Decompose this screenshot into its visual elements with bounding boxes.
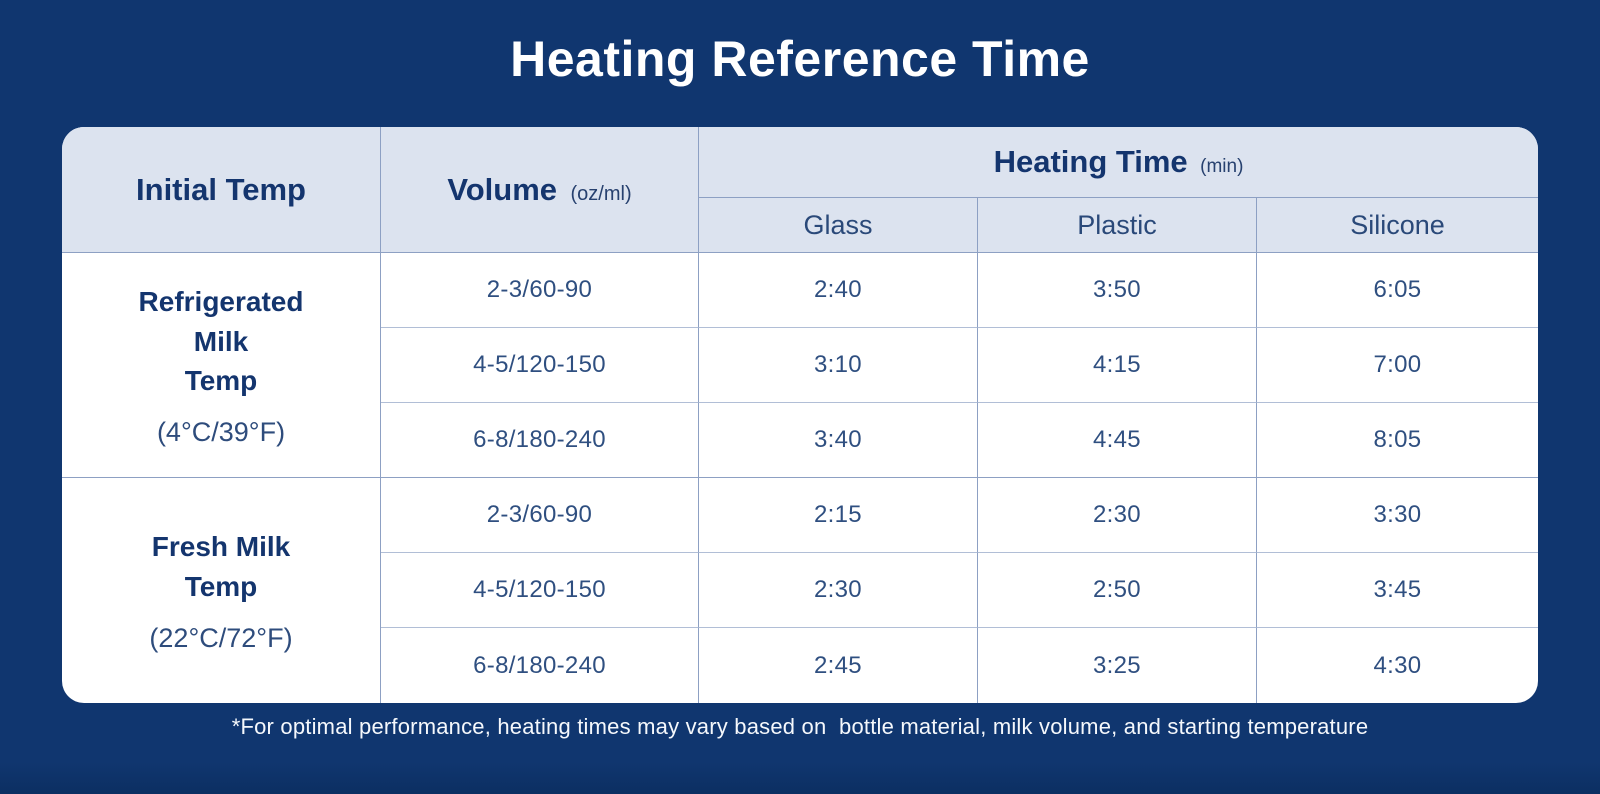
page-title: Heating Reference Time [510, 31, 1090, 87]
header-volume-unit: (oz/ml) [570, 182, 632, 205]
header-heating-time: Heating Time (min) [699, 127, 1538, 198]
cell-time-glass: 2:15 [699, 478, 978, 553]
heating-reference-table: Initial Temp Volume (oz/ml) Heating Time… [62, 127, 1538, 703]
header-volume: Volume (oz/ml) [381, 127, 699, 253]
section-refrigerated-name: Refrigerated Milk Temp [138, 285, 304, 397]
header-plastic: Plastic [978, 198, 1257, 253]
cell-time-plastic: 3:50 [978, 253, 1257, 328]
cell-volume: 2-3/60-90 [381, 253, 699, 328]
cell-time-glass: 2:45 [699, 628, 978, 703]
cell-volume: 2-3/60-90 [381, 478, 699, 553]
cell-time-glass: 2:30 [699, 553, 978, 628]
section-fresh-temp: (22°C/72°F) [149, 622, 293, 653]
cell-time-glass: 3:10 [699, 328, 978, 403]
cell-time-plastic: 3:25 [978, 628, 1257, 703]
cell-time-plastic: 4:15 [978, 328, 1257, 403]
cell-time-plastic: 4:45 [978, 403, 1257, 478]
section-refrigerated-temp: (4°C/39°F) [156, 417, 286, 448]
cell-time-plastic: 2:30 [978, 478, 1257, 553]
cell-volume: 4-5/120-150 [381, 553, 699, 628]
footnote: *For optimal performance, heating times … [231, 714, 1369, 739]
cell-time-silicone: 8:05 [1257, 403, 1538, 478]
cell-time-silicone: 4:30 [1373, 651, 1422, 679]
cell-time-silicone: 3:45 [1257, 553, 1538, 628]
header-heating-time-unit: (min) [1200, 156, 1244, 177]
section-label-refrigerated: Refrigerated Milk Temp (4°C/39°F) [62, 253, 381, 478]
cell-time-silicone: 6:05 [1257, 253, 1538, 328]
header-initial-temp: Initial Temp [62, 127, 381, 253]
section-fresh-name: Fresh Milk Temp [151, 531, 291, 602]
cell-time-glass: 3:40 [699, 403, 978, 478]
cell-volume: 6-8/180-240 [381, 628, 699, 703]
cell-volume: 4-5/120-150 [381, 328, 699, 403]
cell-volume: 6-8/180-240 [381, 403, 699, 478]
header-glass: Glass [699, 198, 978, 253]
cell-time-silicone: 7:00 [1257, 328, 1538, 403]
header-heating-time-label: Heating Time [993, 144, 1188, 179]
header-volume-label: Volume [447, 171, 558, 207]
header-silicone: Silicone [1257, 198, 1538, 253]
section-label-fresh: Fresh Milk Temp (22°C/72°F) [62, 478, 381, 703]
cell-time-silicone: 3:30 [1257, 478, 1538, 553]
header-initial-temp-label: Initial Temp [136, 171, 306, 207]
cell-time-glass: 2:40 [699, 253, 978, 328]
cell-time-plastic: 2:50 [978, 553, 1257, 628]
